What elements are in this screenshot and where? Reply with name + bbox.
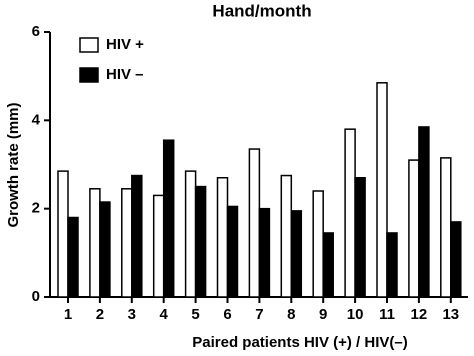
x-tick-label: 1 bbox=[64, 306, 72, 323]
bar bbox=[121, 188, 133, 298]
chart-title: Hand/month bbox=[212, 1, 311, 20]
legend-label: HIV + bbox=[106, 36, 144, 53]
x-tick-label: 5 bbox=[191, 306, 199, 323]
x-tick-label: 9 bbox=[319, 306, 327, 323]
bar bbox=[99, 201, 111, 298]
bar bbox=[418, 126, 430, 298]
legend-swatch bbox=[79, 37, 99, 53]
y-tick-label: 6 bbox=[32, 23, 40, 40]
bar bbox=[152, 194, 165, 298]
bar bbox=[450, 221, 462, 298]
bar bbox=[89, 188, 101, 298]
bar bbox=[67, 216, 79, 298]
bar bbox=[440, 157, 452, 298]
bar bbox=[280, 174, 293, 298]
bar bbox=[216, 177, 229, 298]
bar bbox=[131, 174, 143, 298]
x-tick-label: 7 bbox=[255, 306, 263, 323]
bar bbox=[162, 139, 175, 298]
y-tick-label: 0 bbox=[32, 288, 40, 305]
bar bbox=[184, 170, 197, 298]
x-tick-label: 4 bbox=[160, 306, 169, 323]
x-tick-label: 2 bbox=[96, 306, 104, 323]
bar bbox=[408, 159, 420, 298]
bar bbox=[322, 232, 334, 298]
x-tick-label: 13 bbox=[442, 306, 459, 323]
bar bbox=[354, 177, 366, 298]
x-tick-label: 3 bbox=[128, 306, 136, 323]
bar bbox=[194, 185, 207, 298]
y-tick-label: 2 bbox=[32, 200, 40, 217]
y-axis-label: Growth rate (mm) bbox=[5, 102, 22, 227]
bar bbox=[57, 170, 69, 298]
x-tick-label: 6 bbox=[223, 306, 231, 323]
bar bbox=[248, 148, 261, 298]
y-tick-label: 4 bbox=[32, 111, 41, 128]
bar bbox=[376, 82, 388, 298]
x-axis-label: Paired patients HIV (+) / HIV(–) bbox=[192, 334, 407, 351]
bar bbox=[344, 128, 356, 298]
x-tick-label: 10 bbox=[347, 306, 364, 323]
x-tick-label: 11 bbox=[379, 306, 395, 323]
legend-label: HIV – bbox=[106, 66, 144, 83]
legend-swatch bbox=[79, 67, 99, 83]
bar bbox=[290, 210, 303, 298]
bar bbox=[226, 205, 239, 298]
bar bbox=[386, 232, 398, 298]
bar bbox=[312, 190, 324, 298]
x-tick-label: 12 bbox=[411, 306, 428, 323]
bar bbox=[258, 207, 271, 298]
x-tick-label: 8 bbox=[287, 306, 295, 323]
